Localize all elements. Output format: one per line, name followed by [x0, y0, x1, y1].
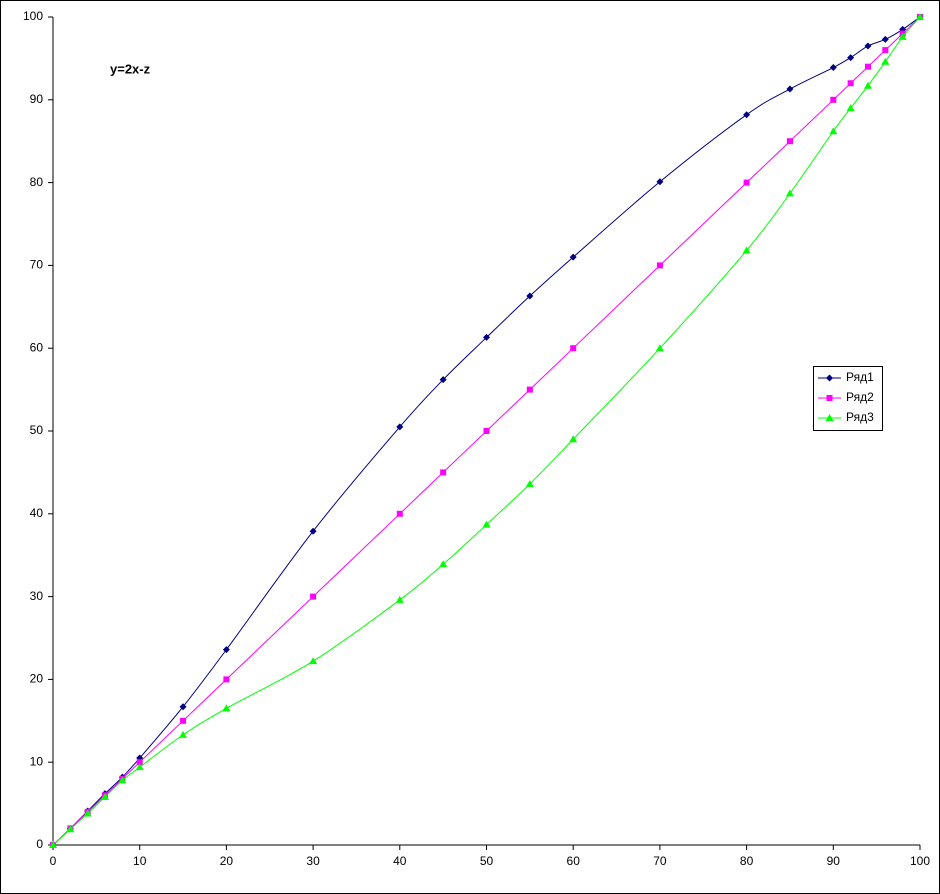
marker [655, 344, 664, 352]
marker [66, 825, 75, 833]
marker [83, 809, 92, 817]
marker [526, 386, 533, 393]
marker [180, 717, 187, 724]
y-tick-label: 90 [30, 92, 44, 106]
y-tick-label: 30 [30, 589, 44, 603]
marker [569, 435, 578, 443]
marker [864, 42, 872, 50]
marker [482, 520, 491, 528]
marker [785, 189, 794, 197]
marker [439, 376, 447, 384]
legend: Ряд1 Ряд2 Ряд3 [813, 366, 883, 431]
y-tick-label: 50 [30, 423, 44, 437]
y-tick-label: 10 [30, 754, 44, 768]
marker [569, 253, 577, 261]
marker [136, 759, 143, 766]
marker [847, 54, 855, 62]
x-tick-label: 30 [306, 854, 320, 868]
marker [743, 111, 751, 119]
marker [222, 646, 230, 654]
y-tick-label: 40 [30, 506, 44, 520]
marker [179, 730, 188, 738]
marker [525, 479, 534, 487]
marker [118, 776, 127, 784]
legend-label: Ряд1 [846, 370, 874, 384]
marker [882, 47, 889, 54]
y-tick-label: 60 [30, 340, 44, 354]
marker [439, 560, 448, 568]
marker [826, 374, 833, 382]
marker [526, 292, 534, 300]
x-tick-label: 20 [220, 854, 234, 868]
marker [825, 414, 834, 421]
marker [310, 593, 317, 600]
marker [786, 138, 793, 145]
marker [309, 527, 317, 535]
marker [786, 85, 794, 93]
marker [101, 792, 110, 800]
marker [916, 13, 924, 20]
marker [483, 333, 490, 341]
x-tick-label: 70 [653, 854, 667, 868]
marker [864, 63, 871, 70]
marker [829, 64, 837, 72]
marker [847, 80, 854, 87]
x-tick-label: 10 [133, 854, 147, 868]
x-tick-label: 80 [740, 854, 754, 868]
marker [49, 841, 57, 848]
x-tick-label: 40 [393, 854, 407, 868]
marker [656, 178, 664, 186]
legend-label: Ряд3 [846, 410, 874, 424]
marker [179, 703, 187, 711]
legend-label: Ряд2 [846, 390, 874, 404]
x-tick-label: 90 [827, 854, 841, 868]
x-tick-label: 60 [567, 854, 581, 868]
marker [570, 345, 577, 352]
y-tick-label: 0 [36, 837, 43, 851]
marker [881, 35, 889, 43]
annotation: y=2x-z [110, 61, 151, 76]
marker [396, 423, 404, 431]
marker [898, 32, 907, 40]
y-tick-label: 70 [30, 258, 44, 272]
y-tick-label: 100 [23, 9, 43, 23]
marker [863, 81, 872, 89]
marker [223, 676, 230, 683]
marker [829, 127, 838, 135]
marker [309, 657, 318, 665]
marker [222, 704, 231, 712]
marker [656, 262, 663, 269]
marker [135, 763, 144, 771]
y-tick-label: 80 [30, 175, 44, 189]
marker [742, 246, 751, 254]
marker [881, 57, 890, 65]
marker [830, 96, 837, 103]
marker [395, 595, 404, 603]
marker [826, 395, 833, 401]
marker [396, 510, 403, 517]
marker [440, 469, 447, 476]
marker [743, 179, 750, 186]
y-tick-label: 20 [30, 672, 44, 686]
marker [483, 428, 490, 434]
x-tick-label: 50 [480, 854, 494, 868]
x-tick-label: 100 [910, 854, 930, 868]
marker [846, 104, 855, 112]
x-tick-label: 0 [50, 854, 57, 868]
